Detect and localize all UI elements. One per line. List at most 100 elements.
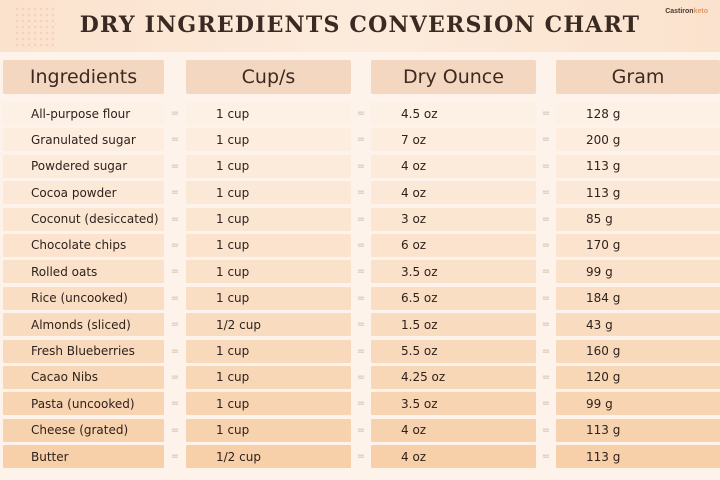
equals-sign: = <box>170 108 180 119</box>
ingredient-cell: Cacao Nibs <box>3 365 164 389</box>
table-row: Cheese (grated) = 1 cup = 4 oz = 113 g <box>0 418 720 444</box>
grams-cell: 170 g <box>556 233 720 257</box>
cups-cell: 1 cup <box>186 286 351 310</box>
ingredient-cell: Cocoa powder <box>3 181 164 205</box>
equals-sign: = <box>541 160 551 172</box>
ounces-cell: 4 oz <box>371 418 536 442</box>
cups-cell: 1/2 cup <box>186 445 351 469</box>
ounces-cell: 7 oz <box>371 128 536 152</box>
equals-sign: = <box>541 451 551 463</box>
ingredient-cell: All-purpose flour <box>3 102 164 125</box>
ingredient-cell: Butter <box>3 445 164 469</box>
equals-sign: = <box>170 345 180 357</box>
equals-sign: = <box>356 213 366 225</box>
ingredient-cell: Coconut (desiccated) <box>3 207 164 231</box>
equals-sign: = <box>541 345 551 357</box>
page-title: DRY INGREDIENTS CONVERSION CHART <box>79 12 641 38</box>
equals-sign: = <box>356 160 366 172</box>
ounces-cell: 5.5 oz <box>371 339 536 363</box>
equals-sign: = <box>356 424 366 436</box>
table-row: Cacao Nibs = 1 cup = 4.25 oz = 120 g <box>0 365 720 391</box>
equals-sign: = <box>170 292 180 304</box>
grams-cell: 160 g <box>556 339 720 363</box>
cups-cell: 1 cup <box>186 181 351 205</box>
table-row: Rolled oats = 1 cup = 3.5 oz = 99 g <box>0 259 720 285</box>
grams-cell: 85 g <box>556 207 720 231</box>
cups-cell: 1 cup <box>186 392 351 416</box>
cups-cell: 1 cup <box>186 102 351 125</box>
ingredient-cell: Rice (uncooked) <box>3 286 164 310</box>
table-row: Coconut (desiccated) = 1 cup = 3 oz = 85 g <box>0 207 720 233</box>
equals-sign: = <box>541 187 551 199</box>
ounces-cell: 6.5 oz <box>371 286 536 310</box>
equals-sign: = <box>541 266 551 278</box>
cups-cell: 1 cup <box>186 339 351 363</box>
header-gram: Gram <box>556 60 720 94</box>
equals-sign: = <box>356 108 366 119</box>
ingredient-cell: Almonds (sliced) <box>3 313 164 337</box>
equals-sign: = <box>541 292 551 304</box>
table-row: Powdered sugar = 1 cup = 4 oz = 113 g <box>0 154 720 180</box>
ounces-cell: 6 oz <box>371 233 536 257</box>
table-row: Fresh Blueberries = 1 cup = 5.5 oz = 160 g <box>0 339 720 365</box>
ounces-cell: 4.5 oz <box>371 102 536 125</box>
table-row: Almonds (sliced) = 1/2 cup = 1.5 oz = 43 g <box>0 312 720 338</box>
table-row: Granulated sugar = 1 cup = 7 oz = 200 g <box>0 127 720 153</box>
equals-sign: = <box>356 134 366 146</box>
ounces-cell: 4.25 oz <box>371 365 536 389</box>
header-cups: Cup/s <box>186 60 351 94</box>
ounces-cell: 3.5 oz <box>371 260 536 284</box>
equals-sign: = <box>170 160 180 172</box>
grams-cell: 113 g <box>556 181 720 205</box>
equals-sign: = <box>170 187 180 199</box>
ounces-cell: 1.5 oz <box>371 313 536 337</box>
brand-logo-part2: keto <box>693 8 708 15</box>
equals-sign: = <box>541 134 551 146</box>
header-ingredients: Ingredients <box>3 60 164 94</box>
equals-sign: = <box>541 213 551 225</box>
grams-cell: 99 g <box>556 260 720 284</box>
cups-cell: 1 cup <box>186 260 351 284</box>
table-row: Cocoa powder = 1 cup = 4 oz = 113 g <box>0 180 720 206</box>
grams-cell: 184 g <box>556 286 720 310</box>
ingredient-cell: Pasta (uncooked) <box>3 392 164 416</box>
cups-cell: 1 cup <box>186 207 351 231</box>
equals-sign: = <box>541 398 551 410</box>
equals-sign: = <box>170 239 180 251</box>
equals-sign: = <box>541 319 551 331</box>
equals-sign: = <box>356 398 366 410</box>
table-row: Butter = 1/2 cup = 4 oz = 113 g <box>0 444 720 470</box>
grams-cell: 128 g <box>556 102 720 125</box>
grams-cell: 113 g <box>556 445 720 469</box>
grams-cell: 113 g <box>556 418 720 442</box>
header-dry-ounce: Dry Ounce <box>371 60 536 94</box>
ounces-cell: 4 oz <box>371 181 536 205</box>
cups-cell: 1 cup <box>186 418 351 442</box>
equals-sign: = <box>170 424 180 436</box>
grams-cell: 43 g <box>556 313 720 337</box>
ounces-cell: 4 oz <box>371 154 536 178</box>
brand-logo-part1: Castiron <box>665 8 694 15</box>
equals-sign: = <box>356 266 366 278</box>
equals-sign: = <box>170 451 180 463</box>
equals-sign: = <box>541 108 551 119</box>
equals-sign: = <box>356 345 366 357</box>
grams-cell: 200 g <box>556 128 720 152</box>
equals-sign: = <box>356 319 366 331</box>
equals-sign: = <box>541 424 551 436</box>
grams-cell: 113 g <box>556 154 720 178</box>
grams-cell: 120 g <box>556 365 720 389</box>
ounces-cell: 3 oz <box>371 207 536 231</box>
equals-sign: = <box>356 371 366 383</box>
brand-logo: Castironketo <box>665 8 708 15</box>
equals-sign: = <box>170 134 180 146</box>
table-row: Pasta (uncooked) = 1 cup = 3.5 oz = 99 g <box>0 391 720 417</box>
title-bar: DRY INGREDIENTS CONVERSION CHART Castiro… <box>0 0 720 52</box>
ingredient-cell: Chocolate chips <box>3 233 164 257</box>
equals-sign: = <box>356 451 366 463</box>
equals-sign: = <box>170 371 180 383</box>
cups-cell: 1 cup <box>186 128 351 152</box>
grams-cell: 99 g <box>556 392 720 416</box>
table-row: All-purpose flour = 1 cup = 4.5 oz = 128 g <box>0 101 720 127</box>
ingredient-cell: Fresh Blueberries <box>3 339 164 363</box>
